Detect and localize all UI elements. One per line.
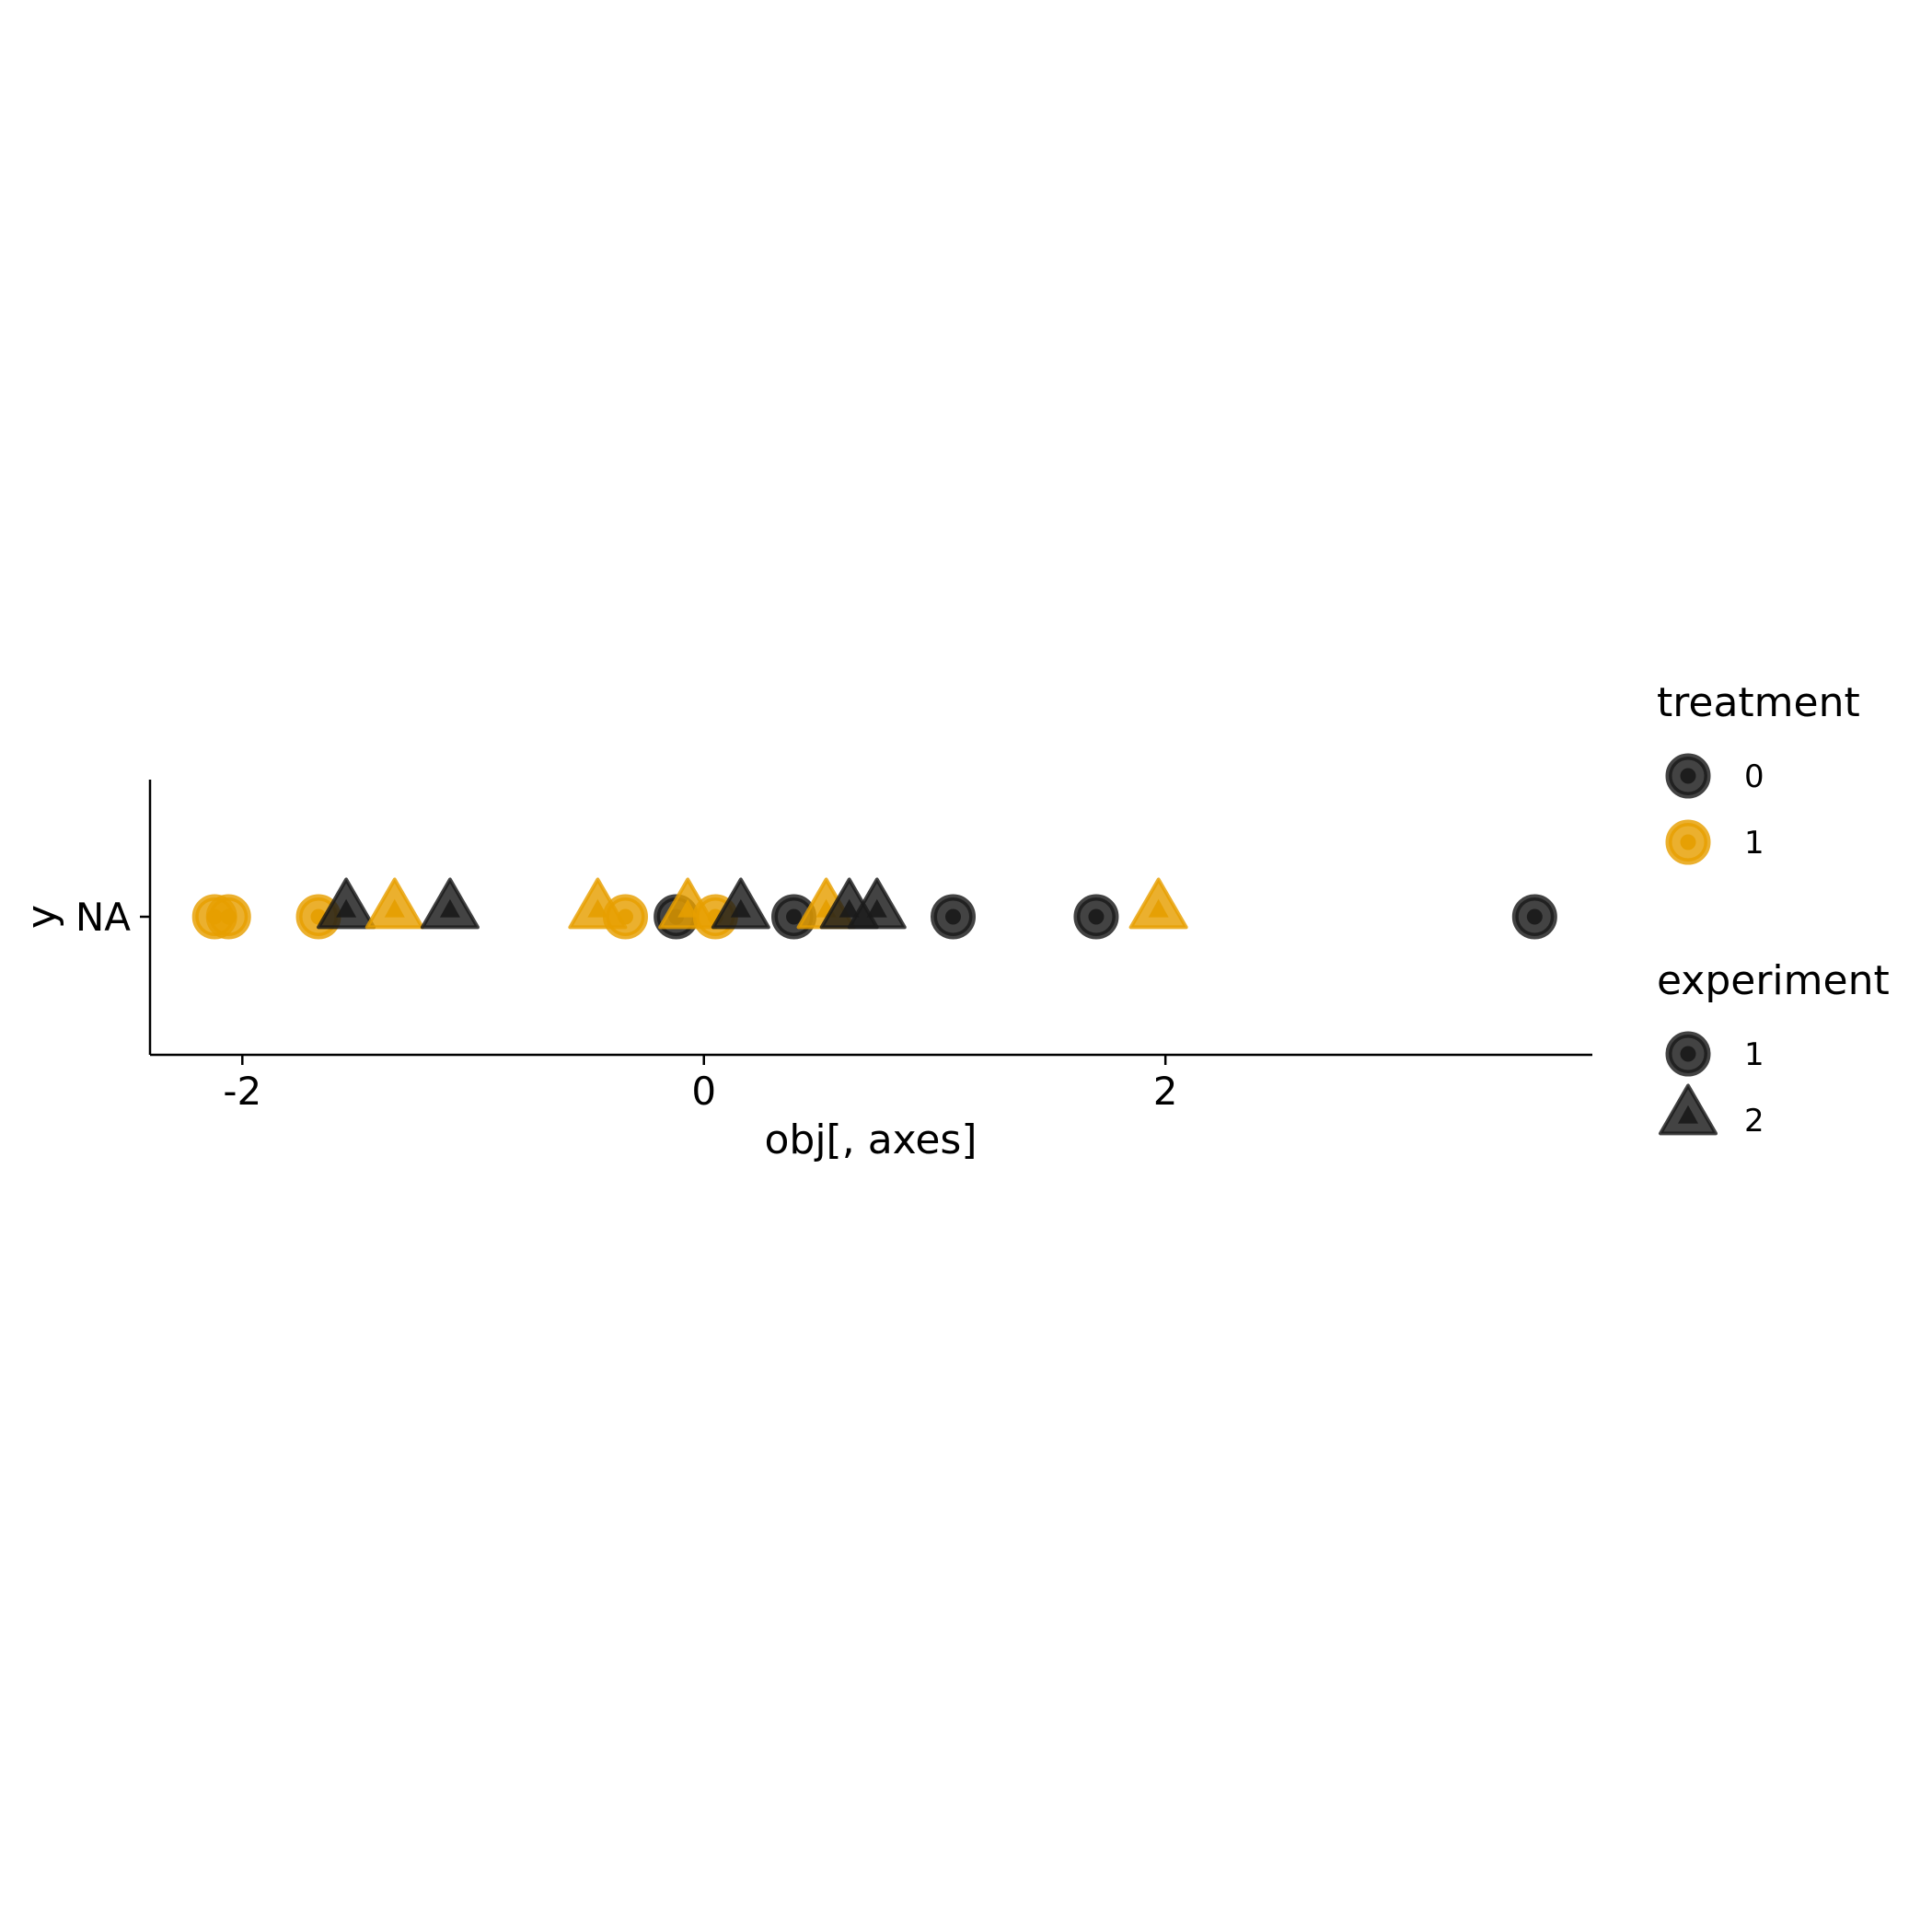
legend-label-treatment-0: 0 (1744, 758, 1764, 795)
legend-treatment-keys (1665, 753, 1711, 865)
x-tick-label: -2 (223, 1069, 261, 1114)
data-point-core (617, 908, 633, 925)
data-point-core (1526, 908, 1543, 925)
data-point (711, 877, 770, 930)
data-point (1128, 877, 1188, 930)
data-point (205, 894, 251, 940)
y-tick-label: NA (75, 895, 131, 940)
data-point-core (786, 908, 803, 925)
data-point-core (945, 908, 962, 925)
legend-title-treatment: treatment (1657, 679, 1860, 726)
data-point-core (336, 898, 357, 918)
data-point-core (1088, 908, 1105, 925)
legend-label-experiment-2: 2 (1744, 1103, 1764, 1140)
data-point-core (587, 898, 608, 918)
legend-key-experiment-2-core (1678, 1105, 1698, 1124)
y-axis-title: y (18, 905, 65, 929)
data-point (847, 877, 907, 930)
data-point-core (866, 898, 887, 918)
data-point (420, 877, 480, 930)
data-point (1511, 894, 1557, 940)
data-point-core (439, 898, 460, 918)
legend-label-treatment-1: 1 (1744, 825, 1764, 862)
data-points (191, 877, 1557, 940)
data-point (317, 877, 376, 930)
legend-key-experiment-1-core (1680, 1046, 1696, 1062)
data-point-core (384, 898, 405, 918)
x-tick-label: 2 (1153, 1069, 1178, 1114)
data-point-core (220, 908, 237, 925)
data-point-core (1148, 898, 1169, 918)
legend-key-treatment-0-core (1680, 768, 1696, 784)
legend-key-experiment-2 (1659, 1083, 1718, 1136)
legend-label-experiment-1: 1 (1744, 1036, 1764, 1073)
data-point (602, 894, 648, 940)
data-point-core (839, 898, 860, 918)
data-point (1073, 894, 1119, 940)
legend-experiment-keys (1659, 1031, 1718, 1136)
x-tick-label: 0 (691, 1069, 716, 1114)
legend-key-treatment-1 (1665, 819, 1711, 865)
legend-key-treatment-0 (1665, 753, 1711, 799)
data-point-core (730, 898, 751, 918)
x-ticks: -2 0 2 (223, 1055, 1178, 1114)
legend-key-experiment-1 (1665, 1031, 1711, 1077)
x-axis-title: obj[, axes] (764, 1116, 977, 1163)
data-point-core (677, 898, 699, 918)
plot-area: NA y obj[, axes] -2 0 2 (18, 780, 1592, 1163)
data-point (931, 894, 977, 940)
legend-key-treatment-1-core (1680, 834, 1696, 850)
data-point (364, 877, 424, 930)
legend-title-experiment: experiment (1657, 957, 1890, 1004)
legend: treatment 0 1 experiment 1 2 (1657, 679, 1890, 1140)
